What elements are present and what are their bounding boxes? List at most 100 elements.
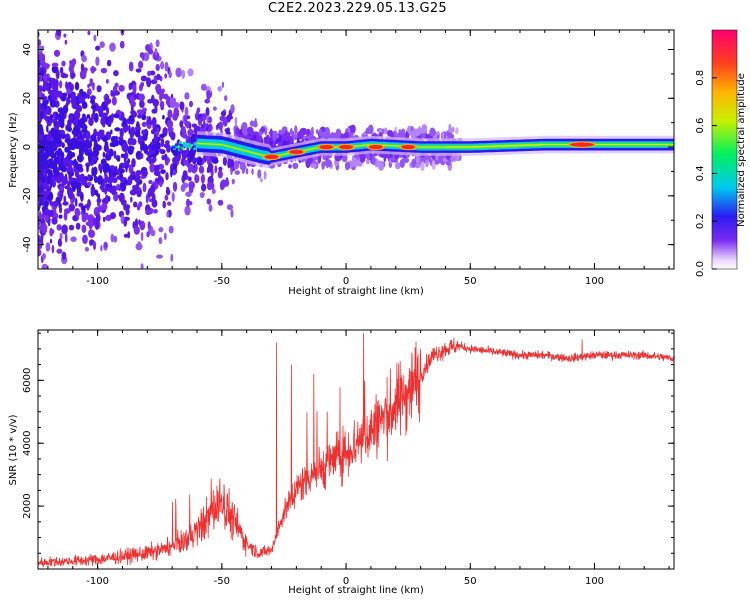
noise-speckle [139, 220, 146, 231]
mid-speckle [172, 146, 176, 149]
noise-speckle [53, 200, 59, 208]
noise-speckle [187, 176, 192, 182]
noise-speckle [120, 153, 125, 158]
noise-speckle [38, 171, 42, 182]
noise-speckle [41, 176, 47, 183]
noise-speckle [300, 127, 307, 133]
spectrogram-x-axis-label: Height of straight line (km) [288, 286, 424, 297]
noise-speckle [98, 206, 103, 212]
noise-speckle [38, 52, 41, 58]
mid-speckle [174, 143, 178, 146]
noise-speckle [154, 48, 158, 56]
noise-speckle [47, 95, 53, 101]
noise-speckle [100, 244, 103, 252]
noise-speckle [78, 202, 84, 208]
noise-speckle [61, 176, 68, 186]
noise-speckle [159, 148, 164, 154]
noise-speckle [55, 155, 60, 165]
noise-speckle [182, 182, 189, 189]
noise-speckle [147, 70, 152, 77]
noise-speckle [218, 121, 223, 131]
colorbar-ticks: 0.0 0.2 0.4 0.6 0.8 [695, 70, 717, 277]
noise-speckle [132, 187, 138, 195]
noise-speckle [183, 159, 189, 166]
noise-speckle [135, 170, 142, 176]
noise-speckle [175, 110, 179, 118]
noise-speckle [42, 81, 49, 91]
noise-speckle [179, 101, 185, 111]
noise-speckle [226, 204, 233, 211]
noise-speckle [168, 225, 174, 234]
noise-speckle [167, 109, 173, 119]
noise-speckle [121, 142, 129, 153]
noise-speckle [306, 129, 310, 136]
noise-speckle [165, 188, 171, 196]
noise-speckle [155, 39, 160, 48]
noise-speckle [68, 203, 76, 212]
noise-speckle [147, 221, 151, 230]
mid-speckle [179, 141, 182, 144]
noise-speckle [142, 141, 146, 152]
mid-speckle [193, 147, 197, 150]
noise-speckle [210, 183, 215, 190]
noise-speckle [201, 124, 205, 129]
noise-speckle [109, 42, 116, 52]
noise-speckle [138, 201, 143, 208]
noise-speckle [305, 159, 311, 169]
noise-speckle [137, 135, 142, 141]
noise-speckle [150, 183, 156, 193]
noise-speckle [200, 83, 207, 91]
colorbar-tick-label: 0.8 [695, 70, 706, 86]
noise-speckle [90, 67, 97, 72]
noise-speckle [158, 227, 164, 233]
noise-speckle [74, 181, 82, 190]
noise-speckle [184, 114, 188, 123]
noise-speckle [159, 100, 165, 109]
noise-speckle [104, 117, 110, 123]
spectrogram-x-ticks: -100 -50 0 50 100 [47, 30, 670, 287]
noise-speckle [41, 101, 48, 110]
noise-speckle [118, 84, 125, 92]
noise-speckle [170, 131, 176, 141]
noise-speckle [437, 155, 443, 164]
noise-speckle [155, 64, 160, 71]
noise-speckle [88, 117, 94, 126]
noise-speckle [59, 192, 63, 200]
noise-speckle [38, 90, 43, 100]
noise-speckle [153, 125, 158, 134]
noise-speckle [97, 175, 103, 185]
noise-speckle [106, 79, 109, 84]
noise-speckle [86, 114, 91, 119]
noise-speckle [394, 126, 398, 132]
noise-speckle [146, 77, 152, 88]
noise-speckle [235, 127, 240, 136]
noise-speckle [39, 127, 44, 135]
snr-y-axis-label: SNR (10 * v/v) [8, 414, 19, 485]
noise-speckle [444, 131, 447, 140]
noise-speckle [84, 247, 89, 252]
noise-speckle [67, 137, 71, 147]
noise-speckle [46, 175, 53, 185]
noise-speckle [154, 104, 158, 114]
noise-speckle [164, 73, 168, 79]
noise-speckle [201, 183, 207, 192]
noise-speckle [74, 162, 79, 168]
noise-speckle [64, 208, 71, 214]
noise-speckle [122, 117, 128, 127]
noise-speckle [110, 233, 115, 243]
spectrogram-ridge-band [197, 131, 674, 169]
noise-speckle [162, 200, 166, 209]
noise-speckle [164, 194, 169, 201]
noise-speckle [140, 75, 148, 82]
noise-speckle [138, 219, 141, 226]
noise-speckle [87, 199, 91, 208]
noise-speckle [104, 242, 108, 249]
noise-speckle [359, 152, 366, 163]
noise-speckle [74, 81, 80, 91]
noise-speckle [230, 104, 235, 114]
noise-speckle [50, 127, 56, 137]
noise-speckle [52, 179, 56, 188]
noise-speckle [45, 242, 51, 252]
noise-speckle [324, 127, 331, 137]
noise-speckle [88, 151, 92, 162]
